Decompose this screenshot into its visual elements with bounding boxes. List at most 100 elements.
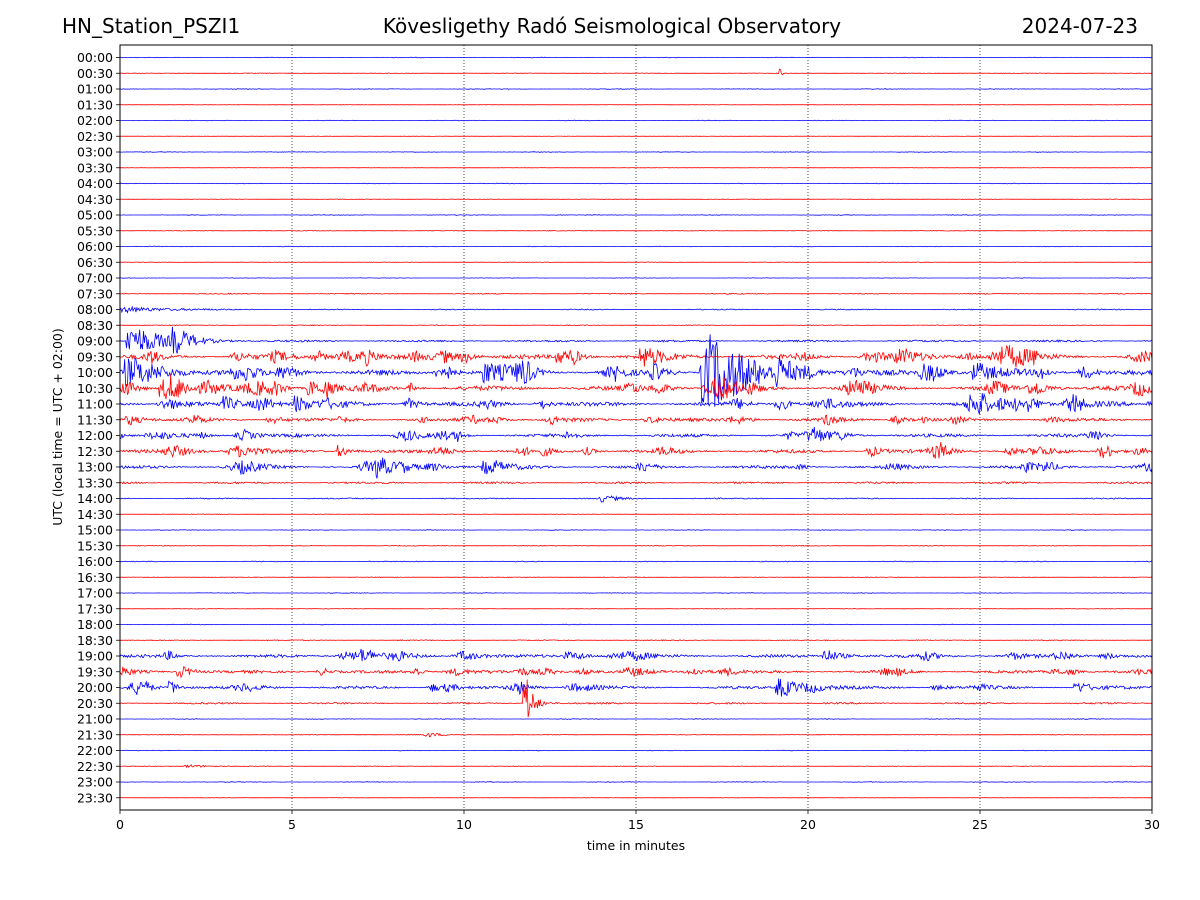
trace-row (119, 292, 1153, 295)
y-axis-label: UTC (local time = UTC + 02:00) (50, 328, 65, 526)
y-tick-label: 16:30 (77, 570, 113, 585)
y-axis-ticks: 00:0000:3001:0001:3002:0002:3003:0003:30… (77, 50, 120, 805)
trace-row (119, 198, 1153, 200)
y-tick-label: 04:00 (77, 176, 113, 191)
trace-row (119, 544, 1153, 547)
y-tick-label: 13:30 (77, 475, 113, 490)
y-tick-label: 15:30 (77, 538, 113, 553)
trace-row (119, 480, 1153, 485)
y-tick-label: 14:00 (77, 491, 113, 506)
y-tick-label: 08:00 (77, 302, 113, 317)
y-tick-label: 01:30 (77, 97, 113, 112)
trace-row (119, 426, 1153, 442)
trace-row (119, 781, 1153, 783)
y-tick-label: 02:00 (77, 113, 113, 128)
trace-row (119, 414, 1153, 426)
y-tick-label: 13:00 (77, 460, 113, 475)
y-tick-label: 23:00 (77, 775, 113, 790)
y-tick-label: 23:30 (77, 790, 113, 805)
x-tick-label: 5 (288, 817, 296, 832)
chart-title: Kövesligethy Radó Seismological Observat… (382, 14, 842, 38)
trace-row (119, 560, 1153, 563)
trace-row (120, 623, 1152, 626)
trace-row (119, 495, 1153, 503)
y-tick-label: 19:30 (77, 664, 113, 679)
y-tick-label: 15:00 (77, 523, 113, 538)
trace-row (119, 639, 1153, 642)
y-tick-label: 02:30 (77, 129, 113, 144)
trace-row (120, 151, 1153, 153)
x-tick-label: 15 (628, 817, 644, 832)
trace-row (119, 608, 1153, 610)
y-tick-label: 06:00 (77, 239, 113, 254)
trace-row (120, 529, 1152, 531)
y-tick-label: 12:00 (77, 428, 113, 443)
y-tick-label: 09:30 (77, 349, 113, 364)
y-tick-label: 17:30 (77, 601, 113, 616)
x-tick-label: 10 (456, 817, 472, 832)
grid-lines (291, 45, 981, 810)
y-tick-label: 05:30 (77, 223, 113, 238)
trace-row (120, 119, 1152, 122)
trace-row (119, 513, 1152, 515)
trace-row (119, 764, 1152, 769)
station-name: HN_Station_PSZI1 (62, 14, 241, 38)
y-tick-label: 12:30 (77, 444, 113, 459)
y-tick-label: 04:30 (77, 192, 113, 207)
y-tick-label: 03:00 (77, 145, 113, 160)
x-tick-label: 20 (800, 817, 816, 832)
y-tick-label: 05:00 (77, 208, 113, 223)
trace-row (119, 56, 1153, 59)
trace-row (119, 344, 1153, 368)
trace-row (119, 732, 1153, 738)
y-tick-label: 16:00 (77, 554, 113, 569)
y-tick-label: 11:30 (77, 412, 113, 427)
trace-row (119, 324, 1153, 327)
y-tick-label: 20:30 (77, 696, 113, 711)
y-tick-label: 18:00 (77, 617, 113, 632)
x-tick-label: 0 (116, 817, 124, 832)
trace-row (120, 214, 1152, 216)
trace-row (119, 665, 1153, 679)
y-tick-label: 07:30 (77, 286, 113, 301)
y-tick-label: 09:00 (77, 334, 113, 349)
trace-row (119, 749, 1153, 752)
trace-row (119, 326, 1153, 354)
y-tick-label: 03:30 (77, 160, 113, 175)
y-tick-label: 00:00 (77, 50, 113, 65)
trace-row (119, 679, 1153, 718)
y-tick-label: 11:00 (77, 397, 113, 412)
y-tick-label: 18:30 (77, 633, 113, 648)
y-tick-label: 21:00 (77, 712, 113, 727)
x-tick-label: 25 (972, 817, 988, 832)
trace-row (119, 576, 1153, 578)
y-tick-label: 10:30 (77, 381, 113, 396)
trace-row (119, 592, 1153, 594)
y-tick-label: 17:00 (77, 586, 113, 601)
trace-row (119, 442, 1153, 459)
y-tick-label: 07:00 (77, 271, 113, 286)
x-axis-ticks: 0 5 10 15 20 25 30 (116, 810, 1160, 832)
y-tick-label: 22:30 (77, 759, 113, 774)
x-tick-label: 30 (1144, 817, 1160, 832)
trace-row (119, 305, 1153, 314)
trace-row (119, 648, 1153, 662)
y-tick-label: 08:30 (77, 318, 113, 333)
trace-row (119, 392, 1153, 415)
y-tick-label: 00:30 (77, 66, 113, 81)
trace-row (119, 457, 1153, 479)
trace-row (119, 182, 1153, 185)
y-tick-label: 21:30 (77, 727, 113, 742)
y-tick-label: 06:30 (77, 255, 113, 270)
trace-row (119, 678, 1153, 697)
y-tick-label: 01:00 (77, 82, 113, 97)
y-tick-label: 20:00 (77, 680, 113, 695)
y-tick-label: 19:00 (77, 649, 113, 664)
trace-row (119, 334, 1153, 407)
y-tick-label: 10:00 (77, 365, 113, 380)
trace-row (119, 718, 1152, 720)
trace-row (119, 245, 1153, 248)
trace-row (119, 68, 1153, 76)
trace-row (119, 374, 1153, 400)
